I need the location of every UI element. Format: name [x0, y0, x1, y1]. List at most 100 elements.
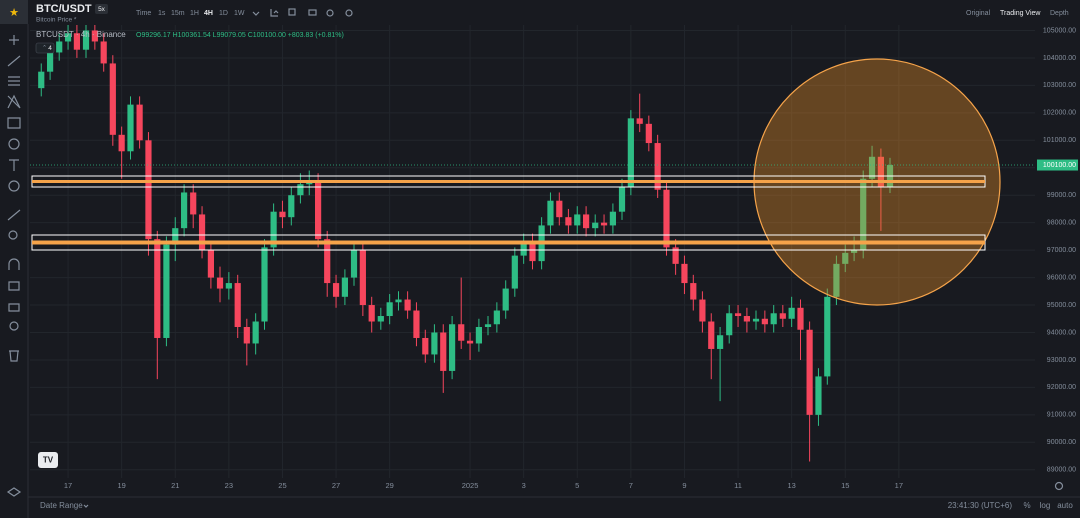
view-option[interactable]: Depth — [1050, 10, 1069, 17]
zoom-tool[interactable] — [8, 230, 18, 240]
candle-body — [717, 335, 724, 349]
candle-body — [690, 283, 697, 300]
candle-body — [288, 195, 295, 218]
candle-body — [592, 222, 599, 229]
interval-option[interactable]: 4H — [204, 10, 213, 17]
view-option[interactable]: Trading View — [1000, 10, 1041, 17]
y-tick-label: 95000.00 — [1047, 302, 1076, 309]
lock-draw-tool[interactable] — [8, 281, 20, 291]
interval-option[interactable]: Time — [136, 10, 151, 17]
candle-body — [681, 263, 688, 284]
x-tick-label: 21 — [171, 481, 179, 490]
emoji-tool[interactable] — [8, 180, 20, 192]
indicator-icon[interactable] — [270, 9, 279, 17]
interval-option[interactable]: 15m — [171, 10, 185, 17]
interval-option[interactable]: 1H — [190, 10, 199, 17]
candle-body — [386, 302, 393, 317]
lock-tool[interactable] — [8, 303, 20, 312]
pattern-tool[interactable] — [7, 94, 21, 109]
visibility-tool[interactable] — [9, 321, 19, 331]
candle-body — [824, 296, 831, 377]
candle-body — [511, 255, 518, 289]
line-tool[interactable] — [7, 55, 21, 67]
date-range-chevron[interactable] — [83, 504, 89, 508]
add-icon[interactable] — [326, 9, 334, 17]
more-intervals[interactable] — [252, 11, 260, 16]
candle-body — [261, 247, 268, 322]
candle-body — [100, 41, 107, 64]
candle-body — [833, 263, 840, 297]
delete-tool[interactable] — [9, 350, 19, 362]
x-tick-label: 5 — [575, 481, 579, 490]
interval-option[interactable]: 1D — [219, 10, 228, 17]
candle-body — [163, 244, 170, 338]
x-tick-label: 29 — [385, 481, 393, 490]
candle-body — [475, 327, 482, 344]
channel-tool[interactable] — [8, 76, 20, 86]
chart-type-icon[interactable] — [288, 8, 296, 16]
interval-option[interactable]: 1s — [158, 10, 166, 17]
candle-body — [770, 313, 777, 325]
candle-body — [422, 337, 429, 355]
interval-option[interactable]: 1W — [234, 10, 245, 17]
magnet-tool[interactable] — [8, 258, 20, 270]
axis-option[interactable]: % — [1023, 501, 1030, 510]
candle-body — [493, 310, 500, 325]
tv-logo-text: TV — [43, 456, 54, 465]
candle-body — [82, 30, 90, 50]
axis-option[interactable]: log — [1040, 501, 1051, 510]
candle-body — [413, 310, 420, 338]
candle-body — [734, 313, 742, 317]
candle-body — [672, 247, 679, 264]
date-range[interactable]: Date Range — [40, 501, 83, 510]
text-tool[interactable] — [9, 159, 19, 171]
ruler-tool[interactable] — [7, 209, 21, 221]
candle-body — [315, 181, 322, 240]
x-tick-label: 23 — [225, 481, 233, 490]
candle-body — [243, 327, 250, 344]
candle-body — [502, 288, 509, 311]
drawings[interactable] — [31, 58, 1001, 306]
layers-tool[interactable] — [6, 487, 22, 497]
indicator-count[interactable]: 4 — [48, 45, 52, 52]
view-option[interactable]: Original — [966, 10, 991, 17]
candle-body — [216, 277, 224, 289]
x-tick-label: 17 — [64, 481, 72, 490]
x-tick-label: 2025 — [462, 481, 479, 490]
toolbar-icons[interactable] — [270, 8, 353, 17]
favorite-box[interactable] — [0, 0, 28, 24]
candle-body — [520, 241, 527, 256]
shape-tool[interactable] — [8, 138, 20, 150]
y-tick-label: 91000.00 — [1047, 412, 1076, 419]
favorite-star[interactable]: ★ — [9, 7, 19, 19]
indicator-chevron[interactable]: ⌃ — [42, 45, 47, 52]
candle-body — [359, 250, 366, 306]
y-tick-label: 99000.00 — [1047, 192, 1076, 199]
candle-body — [842, 252, 849, 264]
indicator-box[interactable] — [35, 42, 55, 54]
candle-body — [654, 143, 661, 190]
symbol[interactable]: BTC/USDT — [36, 3, 92, 15]
fib-tool[interactable] — [7, 117, 21, 129]
candle-body — [788, 307, 795, 319]
last-price-label: 100100.00 — [1043, 162, 1076, 169]
subtitle: Bitcoin Price * — [36, 17, 77, 24]
candle-body — [529, 241, 536, 262]
y-tick-label: 96000.00 — [1047, 274, 1076, 281]
y-tick-label: 93000.00 — [1047, 357, 1076, 364]
candle-body — [118, 134, 125, 152]
crosshair-tool[interactable] — [9, 35, 19, 45]
axis-option[interactable]: auto — [1057, 501, 1073, 510]
camera-icon[interactable] — [308, 9, 317, 16]
candle-body — [145, 140, 152, 240]
candle-body — [752, 318, 760, 322]
candle-body — [627, 118, 634, 187]
y-tick-label: 94000.00 — [1047, 329, 1076, 336]
axis-settings[interactable] — [1054, 481, 1064, 491]
y-tick-label: 92000.00 — [1047, 384, 1076, 391]
candle-body — [47, 52, 54, 72]
candle-body — [431, 332, 438, 355]
settings-icon[interactable] — [345, 9, 353, 17]
left-toolbar[interactable] — [6, 35, 22, 497]
candle-body — [252, 321, 259, 344]
